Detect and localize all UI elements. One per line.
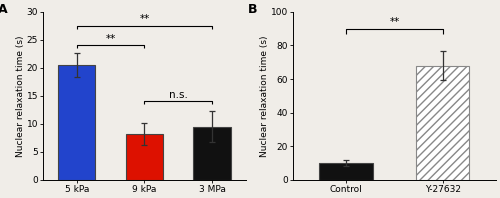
Y-axis label: Nuclear relaxation time (s): Nuclear relaxation time (s) xyxy=(260,35,270,157)
Text: **: ** xyxy=(139,14,149,24)
Y-axis label: Nuclear relaxation time (s): Nuclear relaxation time (s) xyxy=(16,35,25,157)
Bar xyxy=(416,66,470,180)
Bar xyxy=(58,65,96,180)
Bar xyxy=(320,163,372,180)
Text: **: ** xyxy=(106,34,116,44)
Text: A: A xyxy=(0,3,8,16)
Bar xyxy=(194,127,230,180)
Text: B: B xyxy=(248,3,258,16)
Text: n.s.: n.s. xyxy=(169,90,188,100)
Text: **: ** xyxy=(389,17,400,27)
Bar xyxy=(126,134,163,180)
